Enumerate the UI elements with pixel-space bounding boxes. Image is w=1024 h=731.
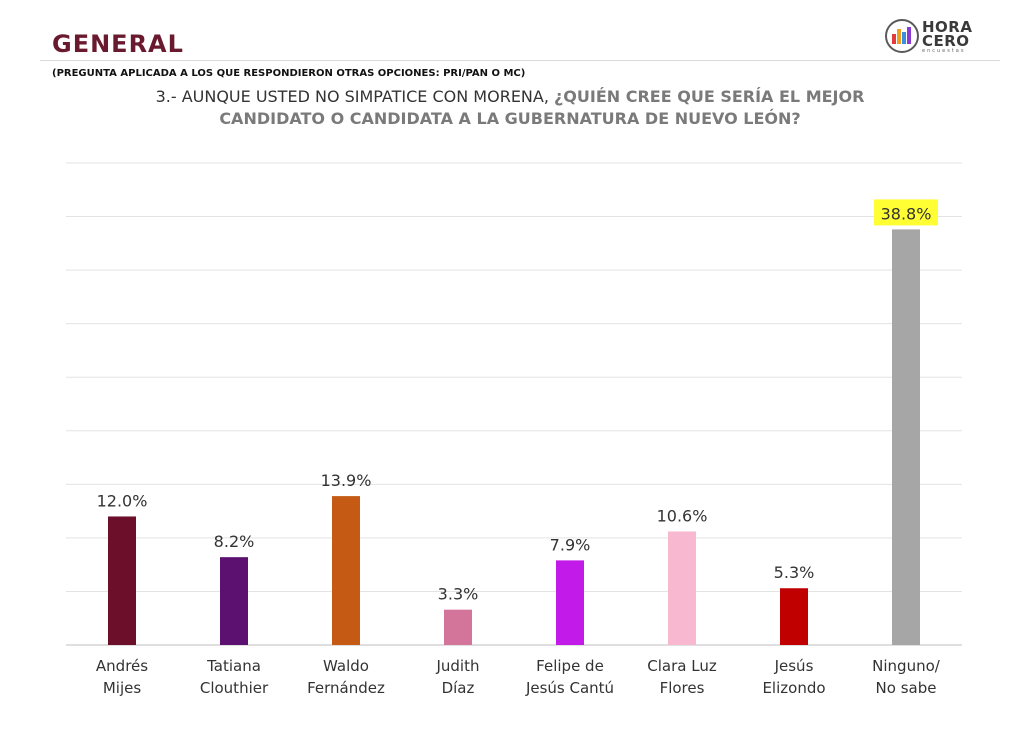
category-label: No sabe	[876, 679, 937, 697]
bar	[108, 516, 136, 645]
category-label: Andrés	[96, 657, 148, 675]
category-label: Díaz	[442, 679, 475, 697]
category-label: Jesús Cantú	[525, 679, 614, 697]
bar	[220, 557, 248, 645]
category-label: Flores	[660, 679, 705, 697]
bar-value-label: 5.3%	[774, 563, 815, 582]
logo-icon	[885, 19, 919, 53]
bar	[892, 229, 920, 646]
value-label-highlight	[874, 199, 938, 226]
bar-value-label: 38.8%	[881, 204, 932, 223]
category-label: Mijes	[103, 679, 142, 697]
bar	[556, 560, 584, 645]
bar-value-label: 13.9%	[321, 471, 372, 490]
bar	[444, 609, 472, 645]
question-text: 3.- AUNQUE USTED NO SIMPATICE CON MORENA…	[130, 86, 890, 130]
category-label: Judith	[435, 657, 479, 675]
subtitle: (PREGUNTA APLICADA A LOS QUE RESPONDIERO…	[52, 68, 526, 79]
question-highlight: ¿QUIÉN CREE QUE SERÍA EL MEJOR CANDIDATO…	[219, 87, 865, 128]
logo-line-2: CERO	[922, 32, 970, 50]
category-label: Jesús	[774, 657, 814, 675]
bar-value-label: 12.0%	[97, 491, 148, 510]
category-label: Fernández	[307, 679, 385, 697]
page-title: GENERAL	[52, 30, 184, 58]
title-divider	[40, 60, 1000, 61]
bar-value-label: 8.2%	[214, 532, 255, 551]
logo-small-text: encuestas	[922, 48, 966, 54]
bar-value-label: 7.9%	[550, 535, 591, 554]
bar	[332, 496, 360, 645]
logo-text: HORA CERO	[922, 18, 973, 50]
category-label: Tatiana	[206, 657, 261, 675]
category-label: Clouthier	[200, 679, 269, 697]
hora-cero-logo: HORA CERO encuestas	[884, 18, 984, 58]
category-label: Elizondo	[762, 679, 825, 697]
category-label: Waldo	[323, 657, 369, 675]
category-label: Ninguno/	[872, 657, 941, 675]
bar-value-label: 10.6%	[657, 506, 708, 525]
bar	[668, 531, 696, 645]
category-label: Felipe de	[536, 657, 604, 675]
bar-value-label: 3.3%	[438, 585, 479, 604]
logo-line-1: HORA	[922, 18, 973, 36]
bar	[780, 588, 808, 645]
question-plain: 3.- AUNQUE USTED NO SIMPATICE CON MORENA…	[155, 87, 555, 106]
category-label: Clara Luz	[647, 657, 717, 675]
